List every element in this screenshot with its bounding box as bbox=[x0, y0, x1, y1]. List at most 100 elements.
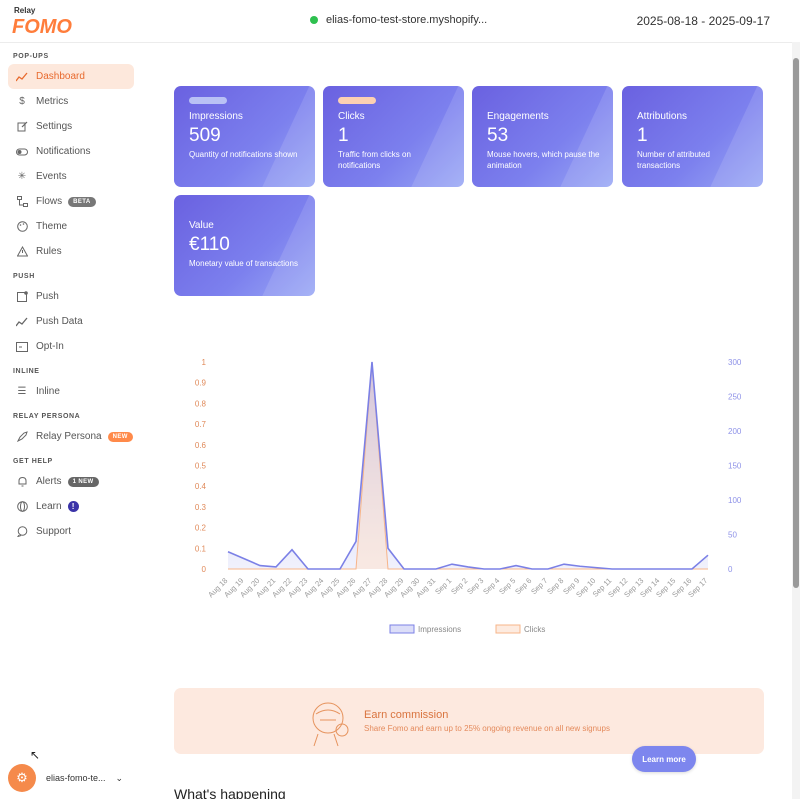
engagements-card: Engagements 53 Mouse hovers, which pause… bbox=[472, 86, 613, 187]
sidebar-item-dashboard[interactable]: Dashboard bbox=[8, 64, 134, 89]
card-desc: Number of attributed transactions bbox=[637, 150, 710, 170]
section-inline: INLINE bbox=[13, 368, 40, 375]
sidebar-item-opt-in[interactable]: Opt-In bbox=[8, 334, 134, 359]
toggle-icon bbox=[16, 146, 28, 158]
sidebar-item-support[interactable]: Support bbox=[8, 519, 134, 544]
sidebar-item-flows[interactable]: Flows BETA bbox=[8, 189, 134, 214]
right-axis-tick-label: 150 bbox=[728, 462, 742, 471]
sidebar-item-rules[interactable]: Rules bbox=[8, 239, 134, 264]
sidebar-item-label: Metrics bbox=[36, 96, 69, 107]
right-axis-tick-label: 100 bbox=[728, 496, 742, 505]
push-icon bbox=[16, 291, 28, 303]
date-range-picker[interactable]: 2025-08-18 - 2025-09-17 bbox=[636, 14, 770, 28]
right-axis-tick-label: 250 bbox=[728, 393, 742, 402]
chart-line-icon bbox=[16, 71, 28, 83]
list-icon: ☰ bbox=[17, 386, 27, 397]
card-title: Impressions bbox=[189, 111, 243, 122]
bell-icon bbox=[16, 476, 28, 488]
left-axis-tick-label: 0.6 bbox=[195, 441, 207, 450]
card-pill-icon bbox=[338, 97, 376, 104]
astronaut-illustration-icon bbox=[312, 702, 349, 747]
logo-relay-text: Relay bbox=[14, 6, 36, 15]
sidebar-item-label: Rules bbox=[36, 246, 62, 257]
sidebar-item-events[interactable]: ✳ Events bbox=[8, 164, 134, 189]
sidebar-item-label: Dashboard bbox=[36, 71, 85, 82]
sidebar-item-notifications[interactable]: Notifications bbox=[8, 139, 134, 164]
left-axis-tick-label: 0.7 bbox=[195, 420, 207, 429]
learn-more-button[interactable]: Learn more bbox=[632, 746, 696, 772]
warning-icon bbox=[16, 246, 28, 258]
left-axis-tick-label: 0 bbox=[202, 565, 207, 574]
sidebar-item-push-data[interactable]: Push Data bbox=[8, 309, 134, 334]
promo-title: Earn commission bbox=[364, 709, 449, 721]
account-switcher[interactable]: ⚙ elias-fomo-te... ⌄ bbox=[8, 764, 123, 792]
sidebar: POP-UPS Dashboard $ Metrics Settings Not… bbox=[0, 50, 145, 544]
right-axis-tick-label: 200 bbox=[728, 427, 742, 436]
sidebar-item-push[interactable]: Push bbox=[8, 284, 134, 309]
scrollbar-thumb[interactable] bbox=[793, 58, 799, 588]
impressions-card: Impressions 509 Quantity of notification… bbox=[174, 86, 315, 187]
whats-happening-heading: What's happening bbox=[174, 786, 286, 799]
logo-fomo-text: FOMO bbox=[12, 16, 72, 37]
chevron-down-icon: ⌄ bbox=[115, 772, 124, 783]
sidebar-item-label: Push Data bbox=[36, 316, 83, 327]
card-desc: Traffic from clicks on notifications bbox=[338, 150, 411, 170]
sidebar-item-label: Push bbox=[36, 291, 59, 302]
sidebar-item-label: Relay Persona bbox=[36, 431, 102, 442]
palette-icon bbox=[16, 221, 28, 233]
card-title: Value bbox=[189, 220, 214, 231]
fomo-logo[interactable]: Relay FOMO bbox=[12, 6, 82, 37]
sidebar-item-inline[interactable]: ☰ Inline bbox=[8, 379, 134, 404]
sidebar-item-theme[interactable]: Theme bbox=[8, 214, 134, 239]
x-axis-tick-label: Sep 4 bbox=[481, 576, 501, 596]
impressions-line bbox=[227, 361, 709, 570]
sidebar-item-label: Learn bbox=[36, 501, 62, 512]
card-pill-icon bbox=[189, 97, 227, 104]
info-icon: ! bbox=[67, 501, 79, 512]
legend-impressions-label: Impressions bbox=[418, 625, 461, 634]
flows-icon bbox=[16, 196, 28, 208]
card-title: Clicks bbox=[338, 111, 365, 122]
left-axis-tick-label: 0.2 bbox=[195, 524, 207, 533]
rocket-icon bbox=[16, 431, 28, 443]
x-axis-tick-label: Sep 6 bbox=[513, 576, 533, 596]
left-axis-tick-label: 0.4 bbox=[195, 482, 207, 491]
section-push: PUSH bbox=[13, 273, 35, 280]
edit-icon bbox=[16, 121, 28, 133]
clicks-card: Clicks 1 Traffic from clicks on notifica… bbox=[323, 86, 464, 187]
legend-clicks-label: Clicks bbox=[524, 625, 545, 634]
mouse-cursor-icon: ↖ bbox=[30, 748, 41, 762]
left-axis-tick-label: 1 bbox=[202, 358, 207, 367]
right-axis-tick-label: 50 bbox=[728, 531, 737, 540]
avatar: ⚙ bbox=[8, 764, 36, 792]
sidebar-item-relay-persona[interactable]: Relay Persona NEW bbox=[8, 424, 134, 449]
x-axis-tick-label: Sep 3 bbox=[465, 576, 485, 596]
impressions-clicks-chart: 0 0.1 0.2 0.3 0.4 0.5 0.6 0.7 0.8 0.9 1 0 50 100 150 20… bbox=[195, 358, 742, 634]
sidebar-item-learn[interactable]: Learn ! bbox=[8, 494, 134, 519]
alerts-new-badge: 1 NEW bbox=[67, 476, 99, 487]
sidebar-item-label: Flows bbox=[36, 196, 63, 207]
sidebar-item-label: Alerts bbox=[36, 476, 62, 487]
new-badge: NEW bbox=[107, 431, 133, 442]
sidebar-item-settings[interactable]: Settings bbox=[8, 114, 134, 139]
earn-commission-banner: Earn commission Share Fomo and earn up t… bbox=[174, 688, 764, 754]
store-name: elias-fomo-test-store.myshopify... bbox=[326, 14, 488, 26]
sidebar-item-label: Inline bbox=[36, 386, 60, 397]
chart-line-icon bbox=[16, 316, 28, 328]
sidebar-item-alerts[interactable]: Alerts 1 NEW bbox=[8, 469, 134, 494]
store-selector[interactable]: elias-fomo-test-store.myshopify... bbox=[310, 14, 487, 26]
card-desc: Quantity of notifications shown bbox=[189, 150, 298, 159]
left-axis-tick-label: 0.3 bbox=[195, 503, 207, 512]
chat-icon bbox=[16, 526, 28, 538]
header-divider bbox=[0, 42, 800, 43]
sidebar-item-metrics[interactable]: $ Metrics bbox=[8, 89, 134, 114]
left-axis-tick-label: 0.8 bbox=[195, 399, 207, 408]
card-title: Attributions bbox=[637, 111, 688, 122]
x-axis-tick-label: Sep 7 bbox=[529, 576, 549, 596]
value-card: Value €110 Monetary value of transaction… bbox=[174, 195, 315, 296]
page-scrollbar[interactable] bbox=[792, 42, 800, 799]
sparkle-icon: ✳ bbox=[17, 171, 27, 182]
x-axis-tick-label: Sep 5 bbox=[497, 576, 517, 596]
dollar-icon: $ bbox=[19, 96, 25, 107]
sidebar-item-label: Theme bbox=[36, 221, 68, 232]
